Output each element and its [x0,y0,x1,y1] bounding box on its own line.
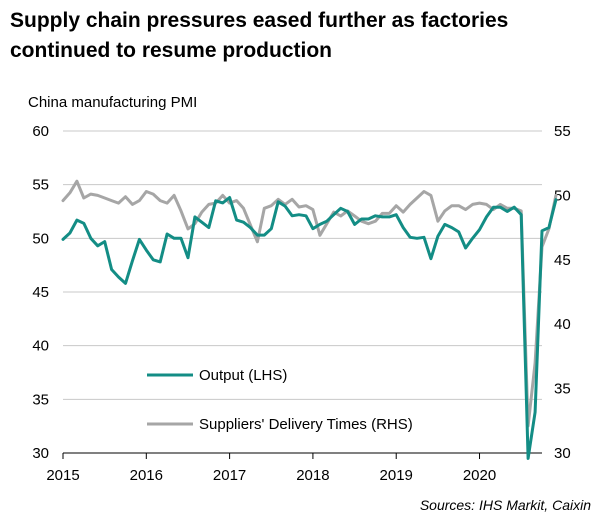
left-tick-label: 45 [32,284,49,301]
source-note: Sources: IHS Markit, Caixin [419,497,591,513]
x-tick-label: 2016 [130,467,163,484]
x-tick-label: 2018 [296,467,329,484]
right-tick-label: 45 [554,252,571,269]
left-tick-label: 35 [32,391,49,408]
left-tick-label: 30 [32,445,49,462]
right-tick-label: 55 [554,123,571,140]
x-tick-label: 2015 [46,467,79,484]
x-tick-label: 2019 [380,467,413,484]
legend-label: Output (LHS) [199,367,287,384]
left-tick-label: 60 [32,123,49,140]
right-tick-label: 40 [554,316,571,333]
right-tick-label: 35 [554,381,571,398]
left-tick-label: 50 [32,230,49,247]
grid-lines [63,130,542,400]
chart-subtitle: China manufacturing PMI [28,94,198,111]
left-tick-label: 55 [32,177,49,194]
left-tick-label: 40 [32,338,49,355]
output-line [61,196,558,460]
axes: 30 35 40 45 50 55 60 30 35 40 45 50 55 2015 2016 2017 20… [32,123,570,484]
chart-title: Supply chain pressures eased further as … [10,9,509,62]
x-tick-label: 2017 [213,467,246,484]
legend-output: Output (LHS) [147,367,287,384]
legend: Output (LHS) Suppliers' Delivery Times (R… [147,367,413,433]
legend-label: Suppliers' Delivery Times (RHS) [199,416,413,433]
right-tick-label: 30 [554,445,571,462]
x-tick-label: 2020 [463,467,496,484]
series-layer [61,179,558,460]
legend-delivery-times: Suppliers' Delivery Times (RHS) [147,416,413,433]
delivery-times-line [61,179,558,428]
right-tick-label: 50 [554,187,571,204]
